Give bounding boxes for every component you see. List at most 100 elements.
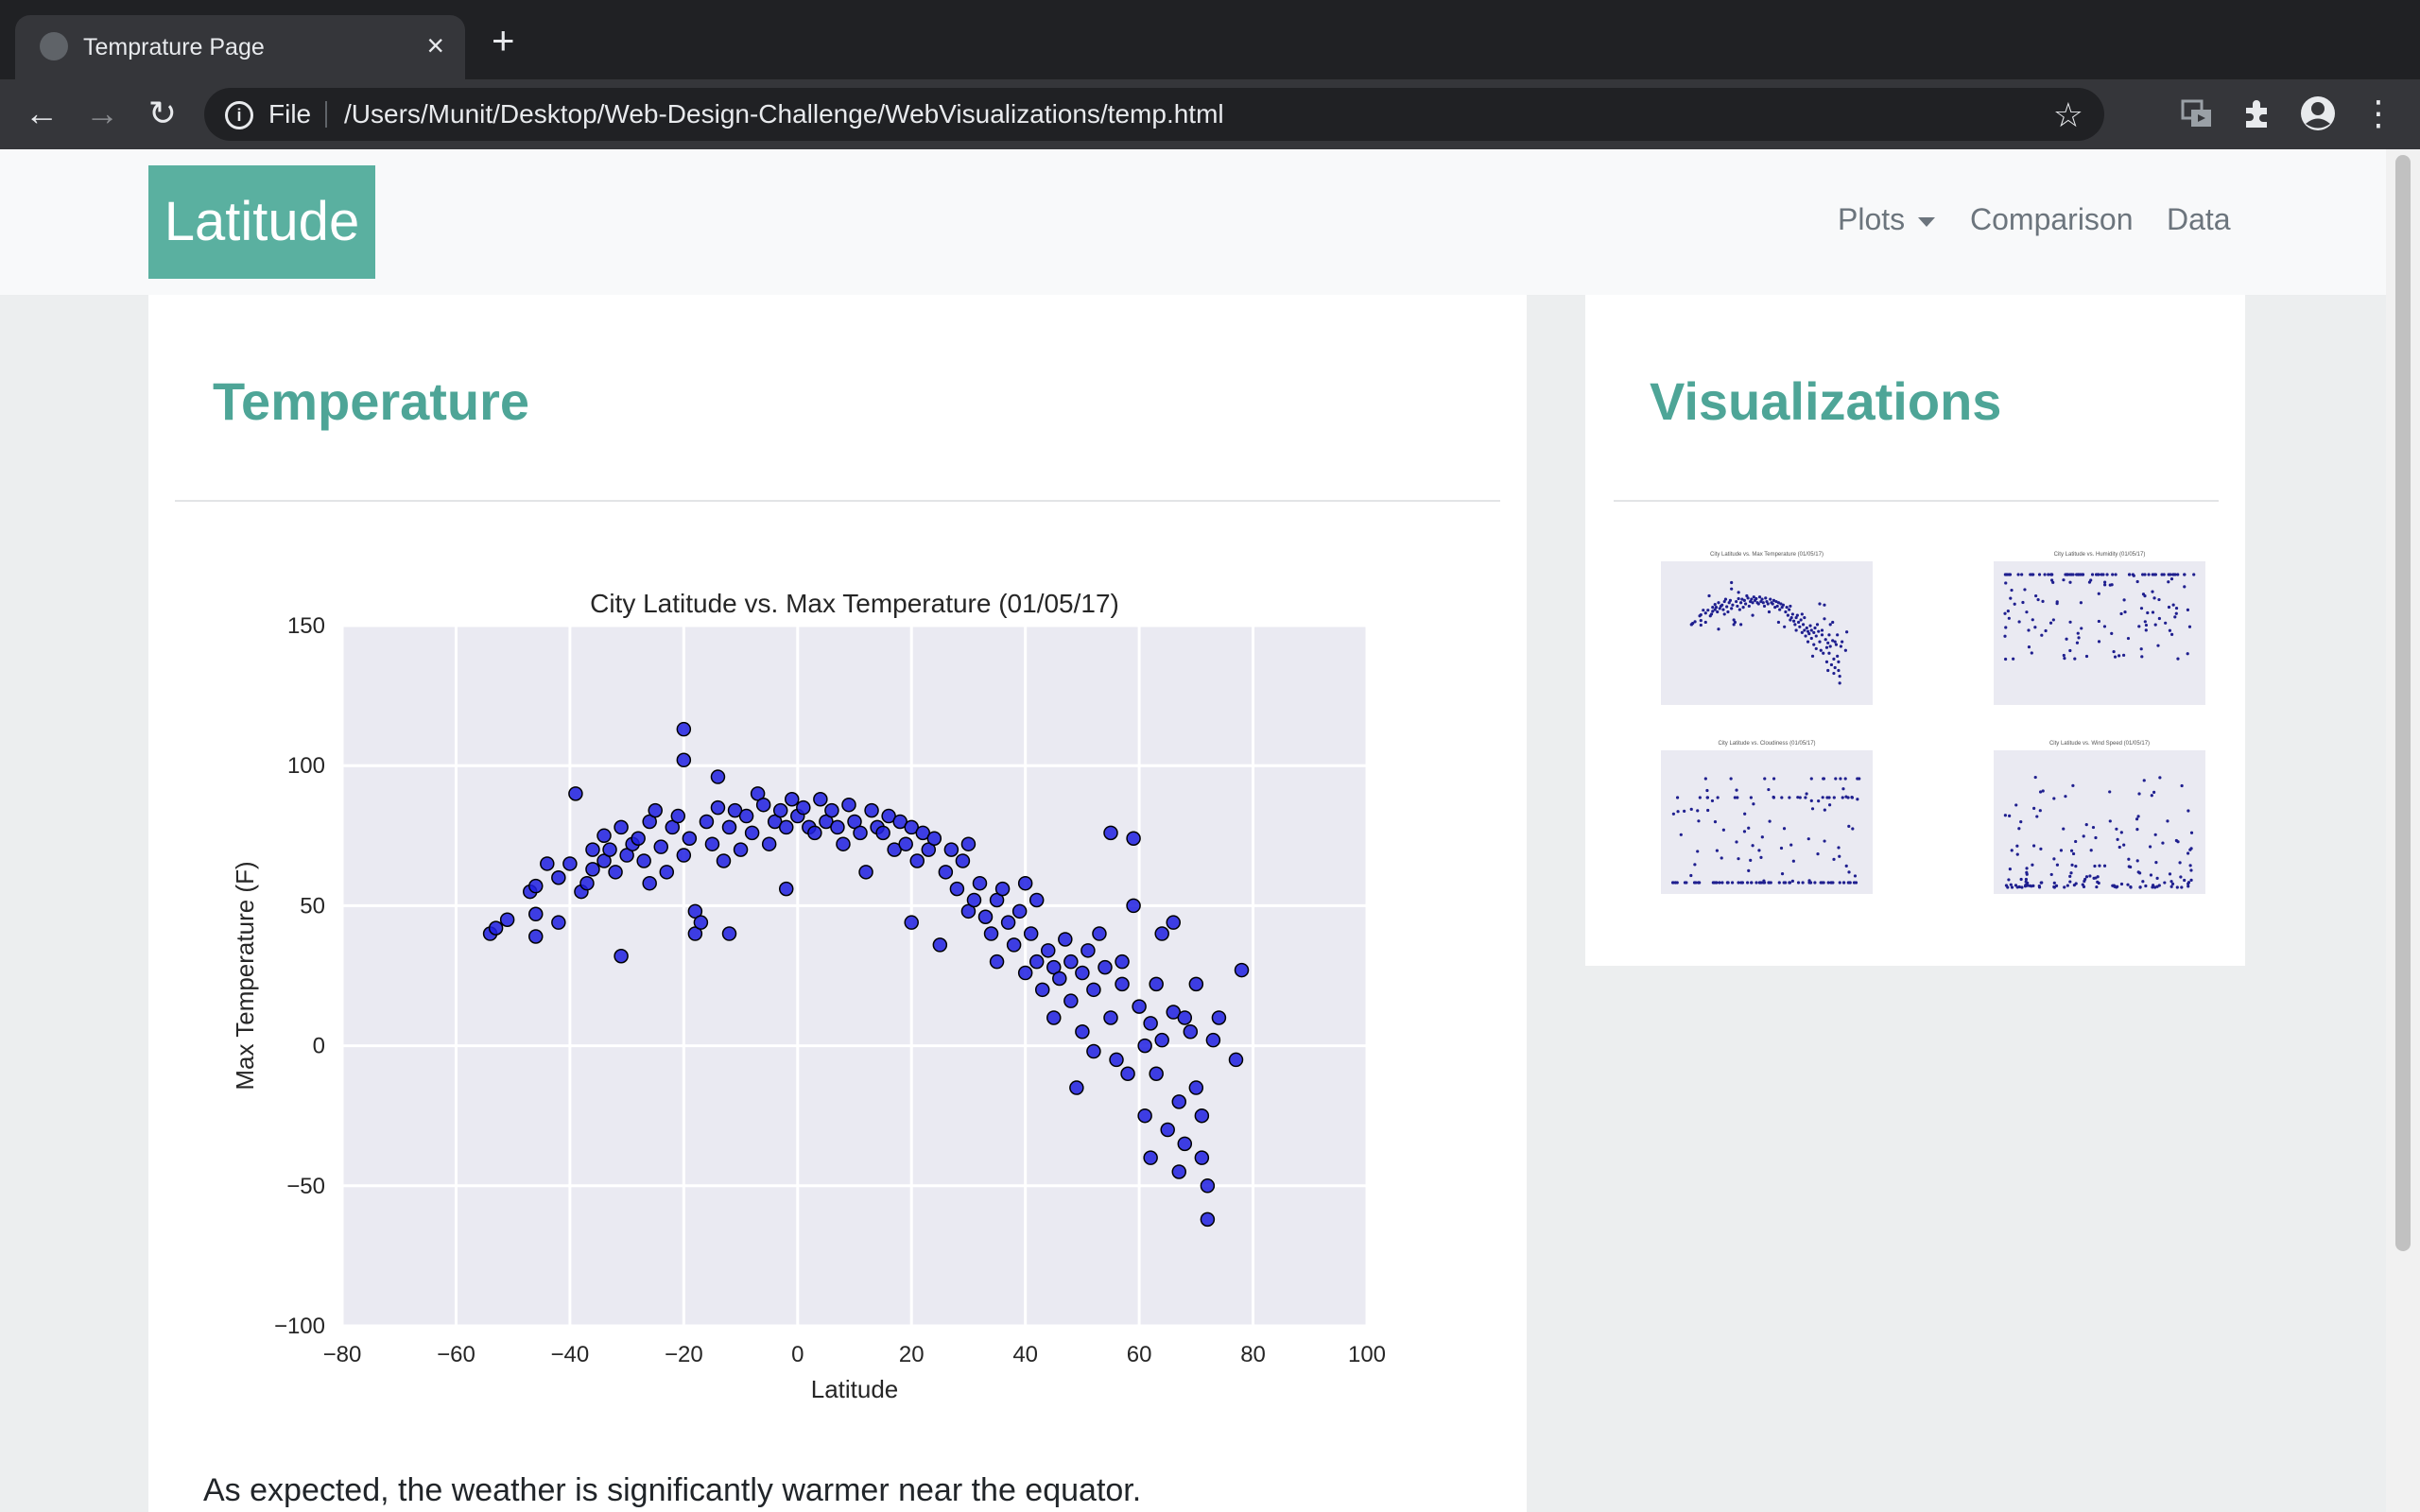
extensions-puzzle-icon[interactable] — [2240, 96, 2274, 130]
data-point — [960, 836, 977, 851]
page-scrollbar-thumb[interactable] — [2395, 155, 2411, 1251]
thumbnail-point — [1837, 668, 1841, 673]
profile-avatar-icon[interactable] — [2299, 94, 2337, 132]
data-point — [1154, 926, 1169, 941]
nav-plots-dropdown[interactable]: Plots — [1838, 202, 1936, 237]
thumbnail-point — [1829, 662, 1834, 667]
url-text[interactable]: /Users/Munit/Desktop/Web-Design-Challeng… — [344, 99, 1224, 129]
data-point — [892, 814, 908, 830]
thumbnail-point — [2192, 573, 2196, 576]
thumbnail-point — [2169, 632, 2174, 637]
thumbnail-point — [2094, 835, 2098, 840]
thumbnail-point — [1793, 623, 1797, 627]
data-point — [499, 912, 515, 927]
thumbnail-point — [1741, 606, 1745, 610]
thumbnail-point — [2029, 573, 2032, 576]
thumbnail-point — [1833, 640, 1837, 644]
data-point — [977, 909, 994, 925]
bookmark-star-icon[interactable]: ☆ — [2052, 95, 2083, 134]
thumbnail-points — [1670, 777, 1861, 885]
thumbnail-point — [1809, 799, 1813, 802]
url-separator — [325, 101, 327, 128]
thumbnail-point — [1749, 796, 1753, 799]
address-bar[interactable]: i File /Users/Munit/Desktop/Web-Design-C… — [204, 88, 2104, 141]
data-point — [1137, 1108, 1152, 1124]
thumbnail-point — [2089, 849, 2093, 852]
thumbnail-point — [2118, 654, 2121, 658]
thumbnail-point — [1853, 874, 1858, 878]
thumbnail-point — [1685, 881, 1688, 885]
data-point — [1103, 825, 1118, 841]
thumbnail-point — [1837, 846, 1841, 850]
thumbnail-point — [1737, 608, 1741, 611]
data-point — [1154, 1032, 1169, 1048]
thumbnail-point — [1848, 881, 1852, 885]
thumbnail-point — [1744, 602, 1748, 606]
cast-media-icon[interactable] — [2180, 96, 2214, 130]
data-point — [1211, 1010, 1227, 1025]
thumbnail-point — [2169, 885, 2173, 888]
thumbnail-wind-speed[interactable]: City Latitude vs. Wind Speed (01/05/17) — [1967, 731, 2228, 917]
data-point — [830, 819, 845, 835]
back-arrow-icon[interactable]: ← — [25, 94, 59, 132]
thumbnail-point — [1820, 628, 1824, 632]
data-point — [755, 797, 771, 813]
data-point — [1023, 926, 1039, 941]
thumbnail-point — [1729, 777, 1733, 781]
thumbnail-point — [1822, 651, 1825, 655]
thumbnail-point — [1754, 596, 1758, 601]
forward-arrow-icon[interactable]: → — [85, 94, 119, 132]
data-point — [1028, 892, 1045, 908]
nav-data-link[interactable]: Data — [2167, 202, 2231, 236]
thumbnail-point — [1788, 608, 1791, 611]
data-point — [1120, 1066, 1135, 1081]
data-point — [1188, 976, 1204, 992]
thumbnail-point — [2164, 621, 2168, 625]
brand-logo-link[interactable]: Latitude — [148, 165, 375, 279]
thumbnail-point — [2152, 790, 2156, 794]
thumbnail-point — [1768, 819, 1772, 823]
thumbnail-point — [2010, 849, 2014, 852]
info-icon[interactable]: i — [225, 101, 253, 129]
close-icon[interactable]: × — [426, 28, 444, 62]
nav-comparison-link[interactable]: Comparison — [1970, 202, 2134, 236]
thumbnail-point — [1788, 796, 1791, 799]
thumbnail-point — [1795, 613, 1799, 617]
thumbnail-max-temperature[interactable]: City Latitude vs. Max Temperature (01/05… — [1634, 542, 1895, 728]
thumbnail-point — [2135, 859, 2139, 863]
thumbnail-point — [2023, 588, 2027, 592]
thumbnail-point — [1679, 833, 1683, 836]
thumbnail-point — [1827, 651, 1831, 655]
thumbnail-point — [1747, 868, 1751, 872]
thumbnail-point — [1826, 881, 1830, 885]
thumbnail-point — [2077, 636, 2081, 640]
thumbnail-point — [2052, 857, 2056, 861]
reload-icon[interactable]: ↻ — [147, 94, 178, 132]
thumbnail-point — [2108, 819, 2112, 823]
thumbnail-point — [2039, 881, 2043, 885]
thumbnail-point — [1698, 796, 1702, 799]
browser-tab[interactable]: Temprature Page × — [15, 15, 465, 79]
thumbnail-point — [2187, 625, 2192, 628]
thumbnail-point — [1772, 796, 1776, 799]
new-tab-icon[interactable]: + — [492, 18, 515, 62]
thumbnail-humidity[interactable]: City Latitude vs. Humidity (01/05/17) — [1967, 542, 2228, 728]
thumbnail-point — [1779, 602, 1783, 606]
thumbnail-point — [2074, 882, 2078, 885]
data-point — [1058, 932, 1073, 947]
thumbnail-point — [2006, 609, 2010, 613]
thumbnail-point — [1789, 604, 1792, 609]
thumbnail-point — [2170, 882, 2175, 885]
thumbnail-point — [1717, 601, 1720, 605]
thumbnail-point — [2024, 877, 2029, 882]
thumbnail-point — [2150, 794, 2153, 798]
thumbnail-cloudiness[interactable]: City Latitude vs. Cloudiness (01/05/17) — [1634, 731, 1895, 917]
thumbnail-point — [1799, 618, 1803, 622]
thumbnail-point — [1757, 595, 1762, 599]
browser-menu-icon[interactable]: ⋮ — [2361, 94, 2395, 132]
thumbnail-point — [1819, 648, 1823, 652]
thumbnail-point — [2135, 817, 2139, 821]
thumbnail-point — [1803, 615, 1806, 620]
thumbnail-point — [2068, 620, 2072, 624]
data-point — [551, 915, 566, 930]
